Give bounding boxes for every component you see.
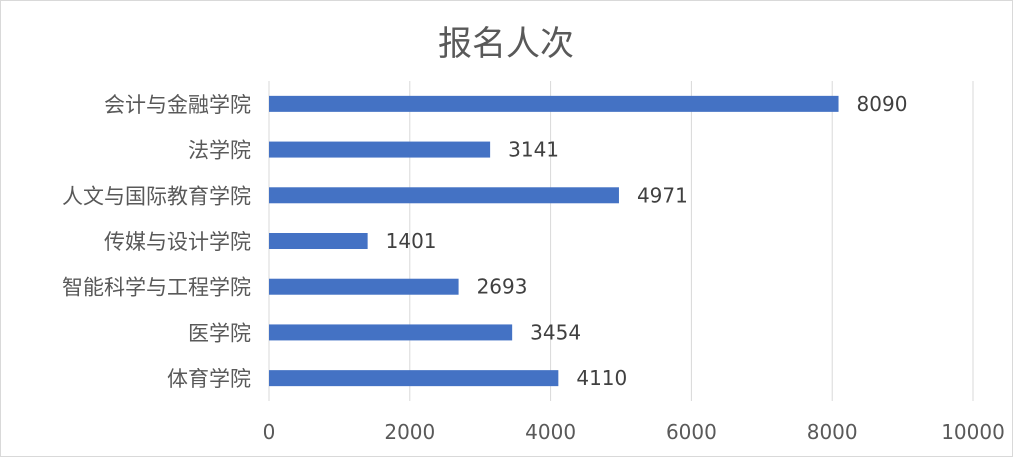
bar-3 xyxy=(269,233,368,249)
x-tick-label-4: 8000 xyxy=(807,420,858,444)
category-label-6: 体育学院 xyxy=(167,367,251,391)
category-label-5: 医学院 xyxy=(188,321,251,345)
x-axis-ticks: 0 2000 4000 6000 8000 10000 xyxy=(263,420,1005,444)
data-label-4: 2693 xyxy=(477,275,528,299)
bars xyxy=(269,95,839,387)
category-label-1: 法学院 xyxy=(188,139,251,163)
bar-2 xyxy=(269,187,619,204)
x-tick-label-0: 0 xyxy=(263,420,276,444)
data-label-6: 4110 xyxy=(576,366,627,390)
x-tick-label-2: 4000 xyxy=(525,420,576,444)
bar-0 xyxy=(269,95,839,112)
bar-4 xyxy=(269,278,459,295)
x-tick-label-1: 2000 xyxy=(384,420,435,444)
gridlines xyxy=(268,81,974,401)
x-tick-label-3: 6000 xyxy=(666,420,717,444)
category-label-2: 人文与国际教育学院 xyxy=(62,184,251,208)
bar-1 xyxy=(269,141,491,158)
x-tick-label-5: 10000 xyxy=(941,420,1005,444)
data-label-2: 4971 xyxy=(637,183,688,207)
data-label-5: 3454 xyxy=(530,320,581,344)
data-label-1: 3141 xyxy=(508,138,559,162)
chart-title: 报名人次 xyxy=(438,24,574,64)
category-label-3: 传媒与设计学院 xyxy=(104,230,251,254)
category-label-0: 会计与金融学院 xyxy=(104,93,251,117)
category-labels: 会计与金融学院法学院人文与国际教育学院传媒与设计学院智能科学与工程学院医学院体育… xyxy=(62,93,251,391)
category-label-4: 智能科学与工程学院 xyxy=(62,276,251,300)
bar-5 xyxy=(269,324,513,341)
data-label-3: 1401 xyxy=(386,229,437,253)
data-label-0: 8090 xyxy=(857,92,908,116)
bar-6 xyxy=(269,370,559,387)
